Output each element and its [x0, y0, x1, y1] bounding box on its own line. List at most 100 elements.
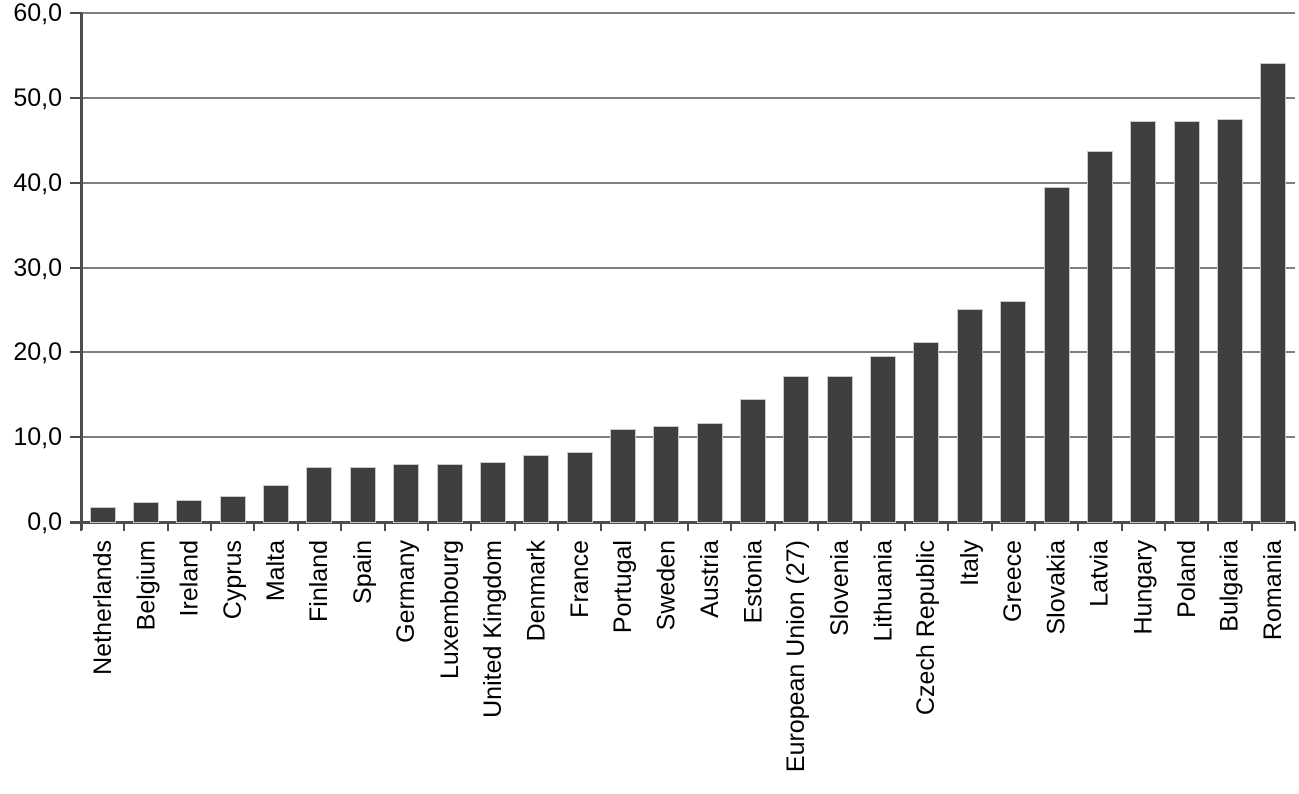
x-axis-tick — [166, 522, 169, 531]
x-axis-tick — [1250, 522, 1253, 531]
x-axis-tick — [556, 522, 559, 531]
bar — [957, 310, 982, 522]
x-axis-label: Bulgaria — [1215, 540, 1244, 632]
x-axis-label: Greece — [999, 540, 1028, 622]
gridline — [81, 351, 1295, 354]
x-axis-label: Netherlands — [88, 540, 117, 675]
x-axis-tick — [860, 522, 863, 531]
bar — [177, 501, 202, 522]
x-axis-label: Slovakia — [1042, 540, 1071, 635]
x-axis-tick — [600, 522, 603, 531]
bar — [654, 427, 679, 522]
bar — [264, 486, 289, 522]
gridline — [81, 266, 1295, 269]
x-axis-label: Luxembourg — [435, 540, 464, 679]
x-axis-label: Poland — [1172, 540, 1201, 618]
x-axis-label: Romania — [1259, 540, 1288, 641]
x-axis-tick — [383, 522, 386, 531]
y-axis-tick — [70, 436, 82, 439]
x-axis-label: United Kingdom — [478, 540, 507, 718]
gridline — [81, 96, 1295, 99]
x-axis-label: Italy — [955, 540, 984, 586]
x-axis-tick — [513, 522, 516, 531]
x-axis-tick — [903, 522, 906, 531]
bar — [784, 377, 809, 522]
x-axis-label: Czech Republic — [912, 540, 941, 716]
y-axis-label: 50,0 — [13, 83, 62, 112]
y-axis-tick — [70, 351, 82, 354]
y-axis-label: 40,0 — [13, 168, 62, 197]
x-axis-tick — [1207, 522, 1210, 531]
bar — [394, 465, 419, 522]
x-axis-label: Latvia — [1085, 540, 1114, 607]
x-axis-label: Cyprus — [218, 540, 247, 620]
x-axis-label: Spain — [348, 540, 377, 604]
x-axis-label: Malta — [262, 540, 291, 602]
x-axis-label: Portugal — [608, 540, 637, 634]
x-axis-tick — [730, 522, 733, 531]
x-axis-label: Lithuania — [869, 540, 898, 642]
bar — [741, 400, 766, 522]
bar — [220, 497, 245, 522]
y-axis-label: 60,0 — [13, 0, 62, 27]
x-axis-label: Slovenia — [825, 540, 854, 636]
bar — [524, 456, 549, 522]
y-axis-tick — [70, 96, 82, 99]
x-axis-tick — [687, 522, 689, 531]
y-axis-tick — [70, 181, 82, 184]
bar — [1087, 152, 1112, 522]
bar — [437, 465, 462, 522]
x-axis-tick — [643, 522, 646, 531]
bar — [567, 453, 592, 522]
x-axis-tick — [773, 522, 776, 531]
x-axis-label: Denmark — [522, 540, 551, 642]
bar — [480, 463, 505, 522]
y-axis-label: 30,0 — [13, 253, 62, 282]
gridline — [81, 436, 1295, 439]
x-axis-label: Germany — [392, 540, 421, 643]
bar — [1044, 188, 1069, 522]
x-axis-tick — [1077, 522, 1080, 531]
bar — [871, 357, 896, 522]
x-axis-tick — [1294, 522, 1296, 531]
x-axis-tick — [990, 522, 993, 531]
bar — [697, 424, 722, 522]
y-axis-label: 10,0 — [13, 423, 62, 452]
x-axis-tick — [253, 522, 256, 531]
bar — [610, 430, 635, 522]
x-axis-label: France — [565, 540, 594, 618]
bar — [827, 377, 852, 522]
x-axis-label: Belgium — [132, 540, 161, 631]
y-axis-line — [80, 13, 83, 530]
x-axis-line — [70, 521, 1295, 524]
y-axis-label: 20,0 — [13, 338, 62, 367]
bar — [1174, 122, 1199, 522]
x-axis-tick — [210, 522, 213, 531]
x-axis-label: Austria — [695, 540, 724, 618]
gridline — [81, 181, 1295, 184]
x-axis-tick — [1163, 522, 1166, 531]
x-axis-label: Sweden — [652, 540, 681, 631]
x-axis-tick — [1033, 522, 1036, 531]
x-axis-tick — [123, 522, 126, 531]
bar — [1001, 302, 1026, 522]
x-axis-tick — [426, 522, 429, 531]
y-axis-tick — [70, 12, 82, 14]
x-axis-tick — [80, 522, 82, 531]
x-axis-tick — [296, 522, 299, 531]
bar — [350, 468, 375, 522]
bar — [1261, 64, 1286, 522]
bar — [1217, 120, 1242, 522]
y-axis-tick — [70, 266, 82, 269]
x-axis-label: Estonia — [739, 540, 768, 624]
x-axis-label: Ireland — [175, 540, 204, 617]
bar — [134, 503, 159, 522]
x-axis-tick — [470, 522, 473, 531]
x-axis-label: Hungary — [1129, 540, 1158, 635]
bar — [914, 343, 939, 522]
bar — [1131, 122, 1156, 522]
y-axis-label: 0,0 — [27, 508, 62, 536]
bar — [307, 468, 332, 522]
